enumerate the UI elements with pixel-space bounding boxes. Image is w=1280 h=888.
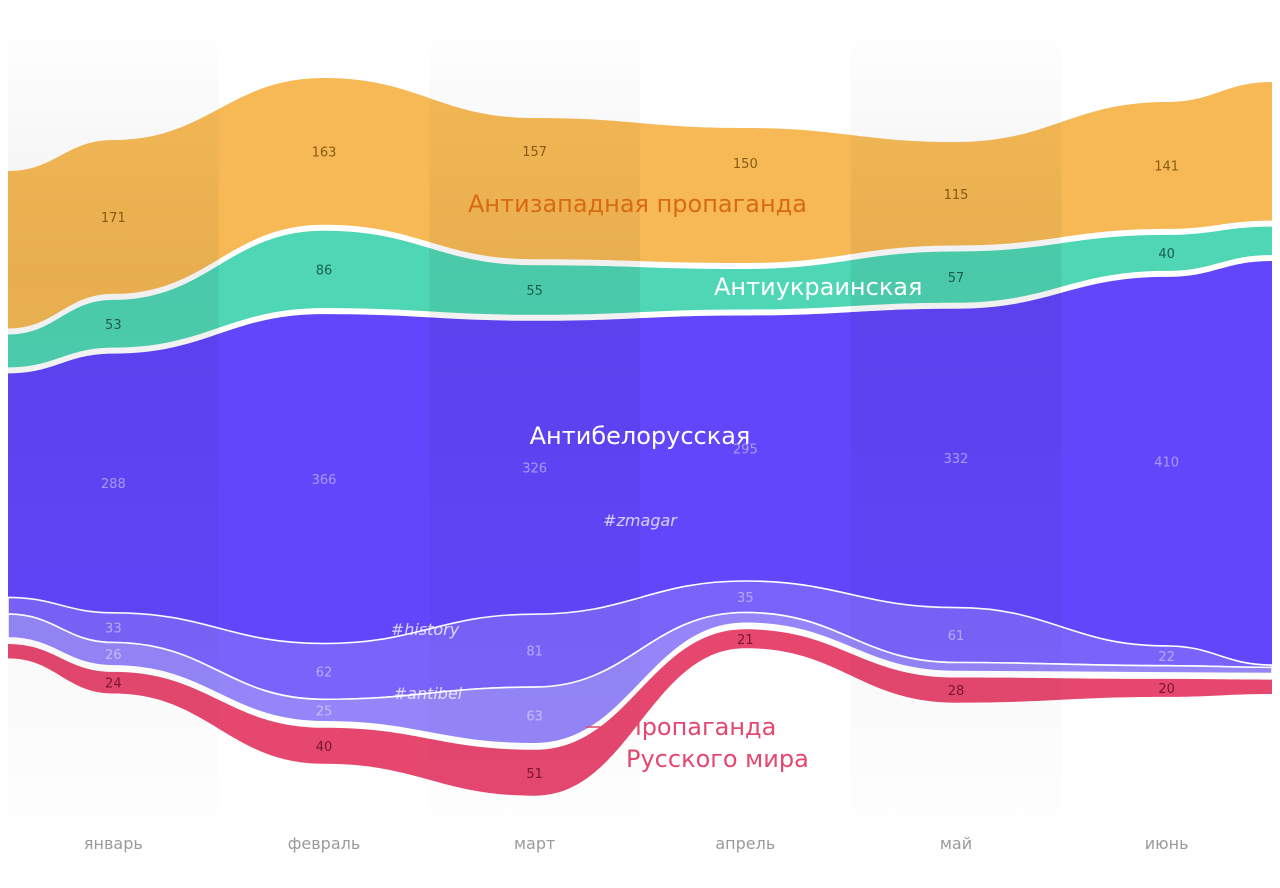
value-label: 150 (733, 157, 758, 172)
month-label: июнь (1145, 834, 1189, 853)
month-label: май (940, 834, 972, 853)
series-label-russian-world-line1: пропаганда (626, 713, 776, 741)
value-label: 53 (105, 318, 122, 333)
value-label: 163 (312, 145, 337, 160)
value-label: 24 (105, 677, 122, 692)
value-label: 33 (105, 622, 122, 637)
value-label: 26 (105, 648, 122, 663)
value-label: 86 (316, 263, 333, 278)
month-label: март (514, 834, 555, 853)
value-label: 25 (316, 705, 333, 720)
value-label: 35 (737, 591, 754, 606)
value-label: 288 (101, 477, 126, 492)
tag-label-zmagar: #zmagar (603, 511, 678, 530)
series-label-antibelarusian: Антибелорусская (530, 422, 751, 450)
value-label: 57 (948, 271, 965, 286)
series-label-russian-world-line2: Русского мира (626, 745, 809, 773)
value-label: 40 (316, 740, 333, 755)
tag-label-history: #history (391, 620, 460, 639)
value-label: 326 (522, 462, 547, 477)
value-label: 21 (737, 633, 754, 648)
value-label: 115 (944, 188, 969, 203)
value-label: 366 (312, 473, 337, 488)
month-label: январь (84, 834, 143, 853)
month-column-band (8, 20, 219, 870)
value-label: 81 (526, 645, 543, 660)
month-label: февраль (288, 834, 361, 853)
month-column-band (850, 20, 1062, 870)
value-label: 62 (316, 665, 333, 680)
value-label: 171 (101, 211, 126, 226)
value-label: 55 (526, 284, 543, 299)
value-label: 22 (1158, 650, 1175, 665)
value-label: 295 (733, 442, 758, 457)
value-label: 141 (1154, 159, 1179, 174)
month-column-band (429, 20, 640, 870)
value-label: 51 (526, 767, 543, 782)
tag-label-antibel: #antibel (394, 684, 463, 703)
value-label: 61 (948, 629, 965, 644)
value-label: 410 (1154, 455, 1179, 470)
value-label: 20 (1158, 682, 1175, 697)
series-label-antiwestern: Антизападная пропаганда (468, 190, 807, 218)
russian-world-pointer (586, 722, 611, 732)
value-label: 28 (948, 684, 965, 699)
series-label-antiukrainian: Антиукраинская (714, 273, 922, 301)
value-label: 332 (944, 452, 969, 467)
value-label: 157 (522, 145, 547, 160)
value-label: 40 (1158, 247, 1175, 262)
value-label: 63 (526, 709, 543, 724)
month-label: апрель (715, 834, 775, 853)
